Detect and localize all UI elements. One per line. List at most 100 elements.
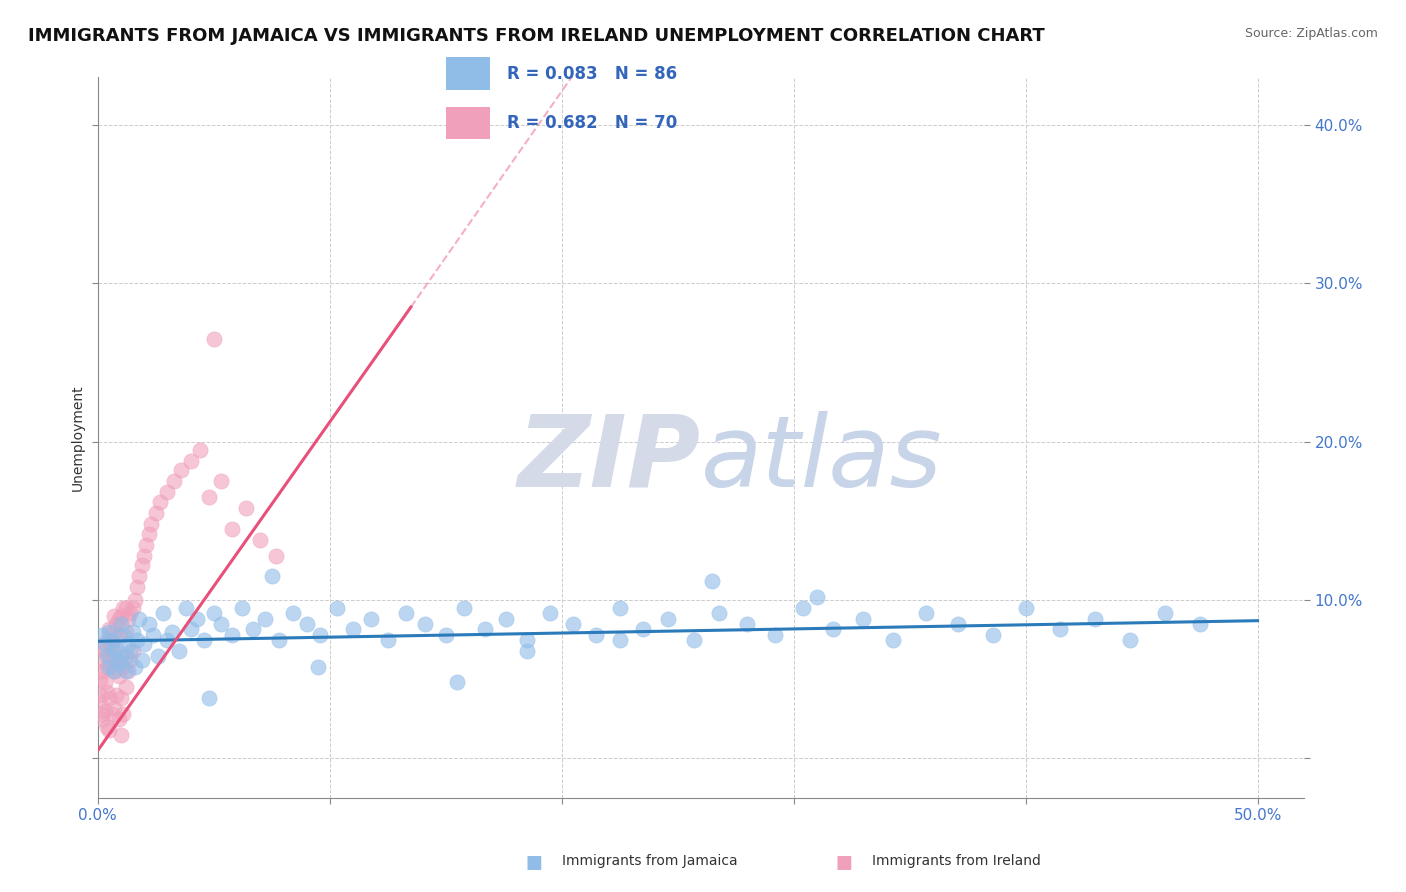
Point [585, 628, 607, 642]
FancyBboxPatch shape [446, 107, 489, 139]
Text: ▪: ▪ [834, 847, 853, 875]
Point [121, 644, 143, 658]
Point [124, 659, 146, 673]
Text: IMMIGRANTS FROM JAMAICA VS IMMIGRANTS FROM IRELAND UNEMPLOYMENT CORRELATION CHAR: IMMIGRANTS FROM JAMAICA VS IMMIGRANTS FR… [28, 27, 1045, 45]
Point [495, 612, 517, 626]
Point [131, 653, 153, 667]
Point [110, 616, 132, 631]
Point [89, 688, 111, 702]
Point [128, 612, 150, 626]
Point [120, 653, 142, 667]
FancyBboxPatch shape [446, 57, 489, 89]
Point [114, 680, 136, 694]
Point [91, 712, 114, 726]
Point [915, 606, 938, 620]
Point [325, 601, 347, 615]
Point [127, 581, 149, 595]
Point [1014, 601, 1036, 615]
Point [121, 601, 143, 615]
Point [702, 574, 724, 588]
Point [98, 624, 121, 639]
Point [100, 637, 122, 651]
Point [221, 522, 243, 536]
Point [806, 590, 828, 604]
Point [1119, 632, 1142, 647]
Text: Source: ZipAtlas.com: Source: ZipAtlas.com [1244, 27, 1378, 40]
Point [98, 622, 121, 636]
Point [91, 707, 114, 722]
Point [342, 622, 364, 636]
Point [98, 691, 121, 706]
Point [683, 632, 706, 647]
Point [198, 691, 221, 706]
Point [156, 485, 179, 500]
Point [307, 659, 329, 673]
Point [792, 601, 814, 615]
Point [93, 640, 115, 655]
Point [89, 696, 111, 710]
Point [103, 665, 125, 679]
Point [609, 632, 631, 647]
Point [180, 622, 202, 636]
Point [93, 675, 115, 690]
Point [1049, 622, 1071, 636]
Point [103, 700, 125, 714]
Point [131, 558, 153, 573]
Point [242, 622, 264, 636]
Point [146, 648, 169, 663]
Point [93, 704, 115, 718]
Point [882, 632, 904, 647]
Point [91, 665, 114, 679]
Point [516, 632, 538, 647]
Point [198, 490, 221, 504]
Point [281, 606, 304, 620]
Point [117, 612, 139, 626]
Y-axis label: Unemployment: Unemployment [72, 384, 86, 491]
Point [114, 665, 136, 679]
Point [105, 657, 128, 671]
Point [107, 712, 129, 726]
Text: Immigrants from Ireland: Immigrants from Ireland [872, 854, 1040, 868]
Point [103, 665, 125, 679]
Point [562, 616, 585, 631]
Point [981, 628, 1004, 642]
Point [209, 616, 232, 631]
Point [309, 628, 332, 642]
Point [112, 601, 135, 615]
Text: R = 0.083   N = 86: R = 0.083 N = 86 [506, 64, 676, 82]
Point [266, 549, 288, 563]
Point [174, 601, 197, 615]
Point [160, 624, 183, 639]
Point [112, 628, 135, 642]
Point [516, 644, 538, 658]
Point [260, 569, 283, 583]
Point [103, 624, 125, 639]
Point [127, 632, 149, 647]
Point [188, 442, 211, 457]
Point [91, 628, 114, 642]
Point [709, 606, 731, 620]
Point [538, 606, 561, 620]
Point [89, 673, 111, 687]
Point [395, 606, 418, 620]
Point [114, 648, 136, 663]
Point [156, 632, 179, 647]
Point [114, 601, 136, 615]
Point [763, 628, 786, 642]
Point [93, 637, 115, 651]
Text: ▪: ▪ [524, 847, 544, 875]
Point [167, 644, 190, 658]
Point [100, 632, 122, 647]
Point [105, 640, 128, 655]
Point [295, 616, 318, 631]
Point [96, 632, 118, 647]
Point [152, 606, 174, 620]
Point [657, 612, 679, 626]
Point [360, 612, 382, 626]
Text: R = 0.682   N = 70: R = 0.682 N = 70 [506, 114, 676, 132]
Text: Immigrants from Jamaica: Immigrants from Jamaica [562, 854, 738, 868]
Point [1084, 612, 1107, 626]
Point [235, 501, 257, 516]
Point [110, 609, 132, 624]
Point [107, 628, 129, 642]
